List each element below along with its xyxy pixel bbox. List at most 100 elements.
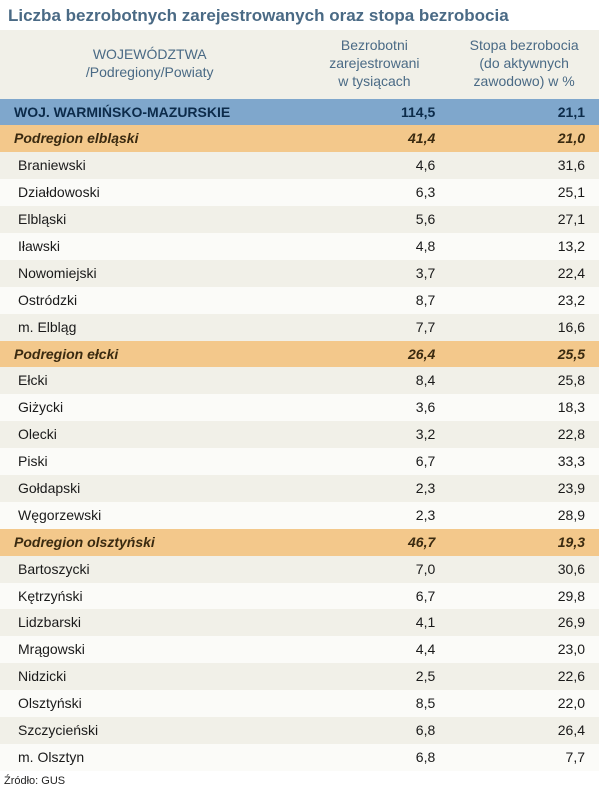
table-row: Ełcki8,425,8 (0, 367, 599, 394)
cell-rate: 22,0 (449, 690, 599, 717)
cell-unemployed: 26,4 (300, 341, 450, 368)
cell-unemployed: 4,6 (300, 152, 450, 179)
cell-rate: 13,2 (449, 233, 599, 260)
cell-unemployed: 46,7 (300, 529, 450, 556)
table-row: Szczycieński6,826,4 (0, 717, 599, 744)
cell-region-name: Iławski (0, 233, 300, 260)
table-row: m. Elbląg7,716,6 (0, 314, 599, 341)
header-row: WOJEWÓDZTWA /Podregiony/Powiaty Bezrobot… (0, 30, 599, 99)
table-row: Bartoszycki7,030,6 (0, 556, 599, 583)
cell-unemployed: 3,2 (300, 421, 450, 448)
cell-unemployed: 2,5 (300, 663, 450, 690)
cell-rate: 22,4 (449, 260, 599, 287)
col-header-unemployed-l3: w tysiącach (338, 73, 410, 89)
cell-unemployed: 6,8 (300, 717, 450, 744)
col-header-unemployed-l1: Bezrobotni (341, 37, 408, 53)
cell-unemployed: 3,7 (300, 260, 450, 287)
cell-rate: 22,6 (449, 663, 599, 690)
cell-region-name: Braniewski (0, 152, 300, 179)
col-header-rate: Stopa bezrobocia (do aktywnych zawodowo)… (449, 30, 599, 99)
cell-rate: 23,2 (449, 287, 599, 314)
cell-region-name: Mrągowski (0, 636, 300, 663)
cell-region-name: Bartoszycki (0, 556, 300, 583)
cell-unemployed: 3,6 (300, 394, 450, 421)
table-row: Iławski4,813,2 (0, 233, 599, 260)
table-row: WOJ. WARMIŃSKO-MAZURSKIE114,521,1 (0, 99, 599, 126)
cell-region-name: WOJ. WARMIŃSKO-MAZURSKIE (0, 99, 300, 126)
cell-unemployed: 4,4 (300, 636, 450, 663)
cell-rate: 25,8 (449, 367, 599, 394)
table-title: Liczba bezrobotnych zarejestrowanych ora… (0, 0, 599, 30)
cell-region-name: m. Elbląg (0, 314, 300, 341)
source-label: Źródło: GUS (0, 771, 599, 795)
cell-unemployed: 6,7 (300, 448, 450, 475)
cell-region-name: m. Olsztyn (0, 744, 300, 771)
cell-unemployed: 2,3 (300, 475, 450, 502)
cell-rate: 30,6 (449, 556, 599, 583)
cell-rate: 18,3 (449, 394, 599, 421)
cell-region-name: Ostródzki (0, 287, 300, 314)
col-header-rate-l3: zawodowo) w % (474, 73, 575, 89)
cell-region-name: Podregion olsztyński (0, 529, 300, 556)
cell-unemployed: 4,1 (300, 609, 450, 636)
cell-region-name: Lidzbarski (0, 609, 300, 636)
cell-rate: 22,8 (449, 421, 599, 448)
cell-rate: 23,9 (449, 475, 599, 502)
cell-unemployed: 41,4 (300, 125, 450, 152)
cell-unemployed: 7,7 (300, 314, 450, 341)
cell-rate: 31,6 (449, 152, 599, 179)
cell-region-name: Piski (0, 448, 300, 475)
table-row: Gołdapski2,323,9 (0, 475, 599, 502)
cell-unemployed: 8,7 (300, 287, 450, 314)
table-row: Działdowoski6,325,1 (0, 179, 599, 206)
table-row: Podregion olsztyński46,719,3 (0, 529, 599, 556)
cell-unemployed: 4,8 (300, 233, 450, 260)
unemployment-table: WOJEWÓDZTWA /Podregiony/Powiaty Bezrobot… (0, 30, 599, 771)
cell-rate: 33,3 (449, 448, 599, 475)
cell-region-name: Nidzicki (0, 663, 300, 690)
table-row: Nidzicki2,522,6 (0, 663, 599, 690)
cell-unemployed: 2,3 (300, 502, 450, 529)
table-row: Mrągowski4,423,0 (0, 636, 599, 663)
cell-rate: 21,0 (449, 125, 599, 152)
cell-unemployed: 8,4 (300, 367, 450, 394)
col-header-rate-l1: Stopa bezrobocia (470, 37, 579, 53)
table-row: Ostródzki8,723,2 (0, 287, 599, 314)
cell-region-name: Podregion elbląski (0, 125, 300, 152)
cell-region-name: Podregion ełcki (0, 341, 300, 368)
cell-unemployed: 7,0 (300, 556, 450, 583)
table-row: Lidzbarski4,126,9 (0, 609, 599, 636)
table-row: m. Olsztyn6,87,7 (0, 744, 599, 771)
cell-unemployed: 6,8 (300, 744, 450, 771)
cell-rate: 29,8 (449, 583, 599, 610)
cell-rate: 16,6 (449, 314, 599, 341)
cell-unemployed: 6,3 (300, 179, 450, 206)
cell-region-name: Węgorzewski (0, 502, 300, 529)
table-row: Elbląski5,627,1 (0, 206, 599, 233)
cell-region-name: Olecki (0, 421, 300, 448)
table-row: Nowomiejski3,722,4 (0, 260, 599, 287)
cell-region-name: Nowomiejski (0, 260, 300, 287)
cell-region-name: Elbląski (0, 206, 300, 233)
cell-region-name: Gołdapski (0, 475, 300, 502)
cell-unemployed: 6,7 (300, 583, 450, 610)
cell-unemployed: 5,6 (300, 206, 450, 233)
cell-rate: 23,0 (449, 636, 599, 663)
cell-region-name: Giżycki (0, 394, 300, 421)
col-header-region-l1: WOJEWÓDZTWA (93, 46, 207, 62)
cell-unemployed: 8,5 (300, 690, 450, 717)
col-header-region-l2: /Podregiony/Powiaty (86, 64, 214, 80)
table-row: Piski6,733,3 (0, 448, 599, 475)
col-header-unemployed: Bezrobotni zarejestrowani w tysiącach (300, 30, 450, 99)
cell-rate: 27,1 (449, 206, 599, 233)
cell-rate: 19,3 (449, 529, 599, 556)
cell-rate: 7,7 (449, 744, 599, 771)
col-header-rate-l2: (do aktywnych (479, 55, 568, 71)
table-row: Braniewski4,631,6 (0, 152, 599, 179)
table-row: Olsztyński8,522,0 (0, 690, 599, 717)
cell-region-name: Kętrzyński (0, 583, 300, 610)
cell-region-name: Ełcki (0, 367, 300, 394)
col-header-unemployed-l2: zarejestrowani (329, 55, 419, 71)
table-body: WOJ. WARMIŃSKO-MAZURSKIE114,521,1Podregi… (0, 99, 599, 771)
cell-region-name: Działdowoski (0, 179, 300, 206)
